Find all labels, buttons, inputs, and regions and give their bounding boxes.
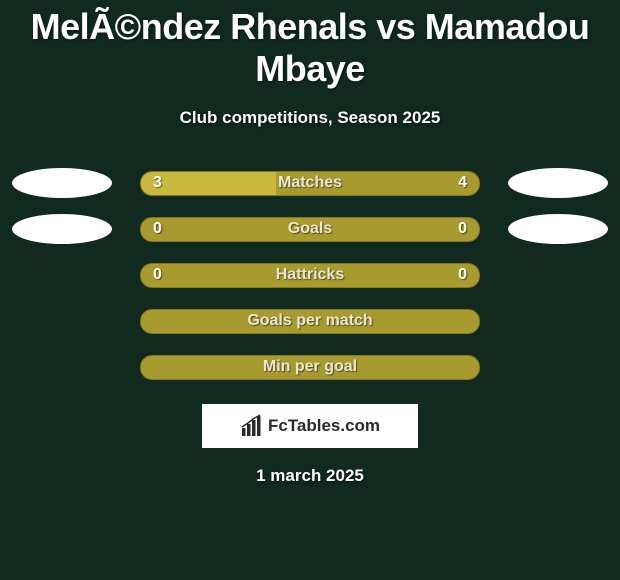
stat-row: Min per goal	[0, 344, 620, 390]
logo-box[interactable]: FcTables.com	[202, 404, 418, 448]
logo-text: FcTables.com	[268, 416, 380, 436]
stat-row: 00Hattricks	[0, 252, 620, 298]
stat-label: Hattricks	[141, 266, 479, 284]
stat-bar: 00Goals	[140, 217, 480, 242]
stat-label: Goals per match	[141, 312, 479, 330]
player-right-ellipse	[508, 214, 608, 244]
stat-bar: 00Hattricks	[140, 263, 480, 288]
stat-label: Matches	[141, 174, 479, 192]
stat-bar: Min per goal	[140, 355, 480, 380]
subtitle: Club competitions, Season 2025	[0, 108, 620, 128]
stat-label: Goals	[141, 220, 479, 238]
stat-bar: 34Matches	[140, 171, 480, 196]
player-left-ellipse	[12, 168, 112, 198]
chart-icon	[240, 414, 264, 438]
stat-row: 00Goals	[0, 206, 620, 252]
player-right-ellipse	[508, 168, 608, 198]
stat-label: Min per goal	[141, 358, 479, 376]
player-left-ellipse	[12, 214, 112, 244]
page-title: MelÃ©ndez Rhenals vs Mamadou Mbaye	[0, 0, 620, 90]
stat-bar: Goals per match	[140, 309, 480, 334]
stat-row: Goals per match	[0, 298, 620, 344]
date-label: 1 march 2025	[0, 466, 620, 486]
stats-container: 34Matches 00Goals 00Hattricks Goals per mat…	[0, 160, 620, 390]
stat-row: 34Matches	[0, 160, 620, 206]
